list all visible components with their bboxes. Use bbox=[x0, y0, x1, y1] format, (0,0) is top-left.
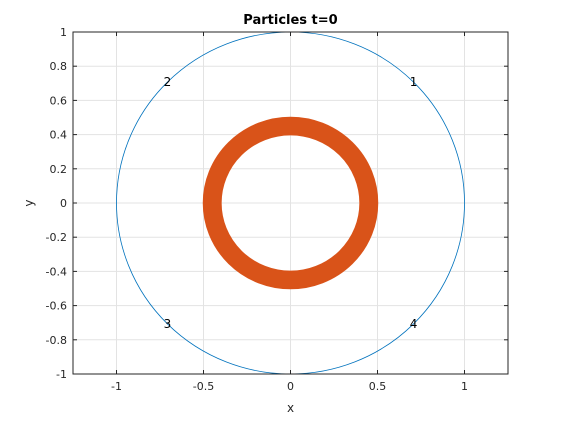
particle-ring bbox=[202, 116, 379, 290]
y-tick-label: -1 bbox=[56, 368, 67, 381]
x-tick-label: 0.5 bbox=[369, 380, 387, 393]
y-tick-label: 0.8 bbox=[50, 60, 68, 73]
y-tick-label: 0.6 bbox=[50, 94, 68, 107]
circle-label-4: 4 bbox=[410, 317, 418, 331]
x-tick-label: 1 bbox=[461, 380, 468, 393]
grid bbox=[73, 31, 508, 375]
ticks: -1 -0.5 0 0.5 1 -1 -0.8 -0.6 -0.4 -0.2 0 0.2 0.4 0.6 0… bbox=[46, 26, 508, 393]
y-axis-label: y bbox=[22, 199, 36, 206]
x-tick-label: -1 bbox=[111, 380, 122, 393]
y-tick-label: -0.4 bbox=[46, 265, 67, 278]
y-tick-label: -0.2 bbox=[46, 231, 67, 244]
x-tick-label: -0.5 bbox=[193, 380, 214, 393]
y-tick-label: 0.2 bbox=[50, 163, 68, 176]
y-tick-label: -0.6 bbox=[46, 300, 67, 313]
circle-label-2: 2 bbox=[164, 75, 172, 89]
y-tick-label: 0 bbox=[60, 197, 67, 210]
circle-label-1: 1 bbox=[410, 75, 418, 89]
x-tick-label: 0 bbox=[287, 380, 294, 393]
chart-title: Particles t=0 bbox=[243, 13, 337, 28]
y-tick-label: -0.8 bbox=[46, 334, 67, 347]
x-axis-label: x bbox=[287, 401, 294, 415]
y-tick-label: 1 bbox=[60, 26, 67, 39]
y-tick-label: 0.4 bbox=[50, 129, 68, 142]
circle-label-3: 3 bbox=[164, 317, 172, 331]
annotations: 1 2 3 4 bbox=[164, 75, 418, 331]
